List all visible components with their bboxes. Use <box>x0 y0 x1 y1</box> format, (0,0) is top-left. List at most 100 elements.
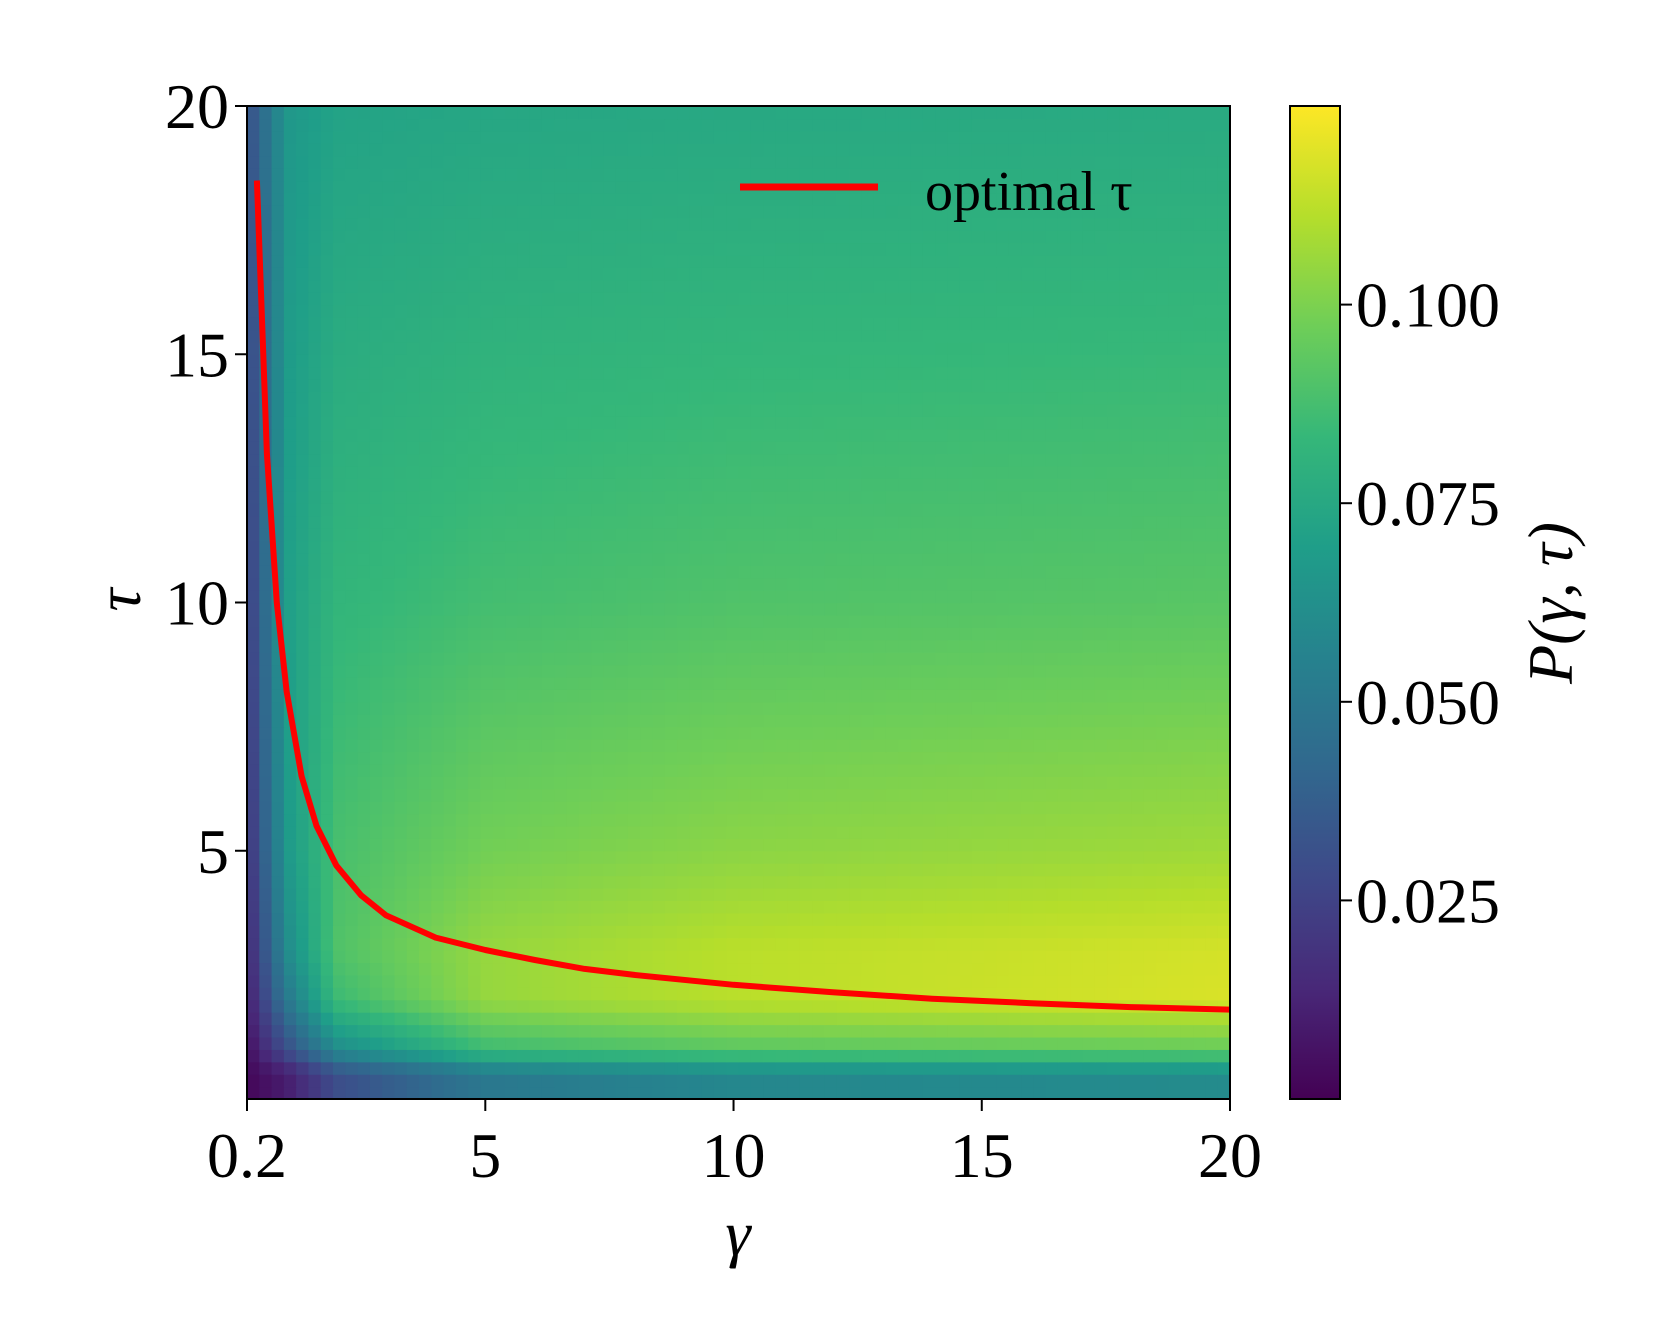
heatmap-cell <box>775 825 789 839</box>
heatmap-cell <box>517 441 531 455</box>
heatmap-cell <box>947 937 961 951</box>
heatmap-cell <box>750 1049 764 1063</box>
heatmap-cell <box>910 366 924 380</box>
heatmap-cell <box>824 515 838 529</box>
heatmap-cell <box>922 887 936 901</box>
heatmap-cell <box>492 689 506 703</box>
heatmap-cell <box>1217 490 1231 504</box>
heatmap-cell <box>431 317 445 331</box>
heatmap-cell <box>308 590 322 604</box>
heatmap-cell <box>1143 825 1157 839</box>
heatmap-cell <box>1070 540 1084 554</box>
heatmap-cell <box>1156 689 1170 703</box>
heatmap-cell <box>922 1086 936 1100</box>
heatmap-cell <box>566 739 580 753</box>
heatmap-cell <box>517 465 531 479</box>
heatmap-cell <box>947 689 961 703</box>
heatmap-cell <box>677 838 690 852</box>
heatmap-cell <box>836 937 850 951</box>
heatmap-cell <box>984 850 998 864</box>
heatmap-cell <box>763 1024 776 1038</box>
heatmap-cell <box>406 540 420 554</box>
heatmap-cell <box>247 962 260 976</box>
heatmap-cell <box>345 763 359 777</box>
heatmap-cell <box>1033 1086 1047 1100</box>
heatmap-cell <box>1119 366 1133 380</box>
heatmap-cell <box>922 937 936 951</box>
heatmap-cell <box>431 577 445 591</box>
heatmap-cell <box>578 341 592 355</box>
heatmap-cell <box>308 739 322 753</box>
heatmap-cell <box>738 801 752 815</box>
heatmap-cell <box>431 366 445 380</box>
heatmap-cell <box>935 503 948 517</box>
heatmap-cell <box>1143 1024 1157 1038</box>
heatmap-cell <box>247 863 260 877</box>
heatmap-cell <box>541 639 555 653</box>
heatmap-cell <box>1070 763 1084 777</box>
heatmap-cell <box>1057 776 1071 790</box>
heatmap-cell <box>1180 366 1194 380</box>
heatmap-cell <box>443 912 457 926</box>
heatmap-cell <box>1057 379 1071 393</box>
heatmap-cell <box>431 801 445 815</box>
heatmap-cell <box>308 887 322 901</box>
heatmap-cell <box>947 341 961 355</box>
heatmap-cell <box>1156 1012 1170 1026</box>
heatmap-cell <box>566 1049 580 1063</box>
heatmap-cell <box>541 1012 555 1026</box>
heatmap-cell <box>591 341 604 355</box>
heatmap-cell <box>1180 863 1194 877</box>
heatmap-cell <box>1021 1074 1034 1088</box>
heatmap-cell <box>664 664 678 678</box>
heatmap-cell <box>664 937 678 951</box>
heatmap-cell <box>935 1086 948 1100</box>
heatmap-cell <box>480 639 494 653</box>
heatmap-cell <box>947 379 961 393</box>
heatmap-cell <box>1008 950 1022 964</box>
heatmap-cell <box>308 1086 322 1100</box>
heatmap-cell <box>419 739 432 753</box>
heatmap-cell <box>664 366 678 380</box>
heatmap-cell <box>320 391 334 405</box>
heatmap-cell <box>320 689 334 703</box>
heatmap-cell <box>812 552 826 566</box>
heatmap-cell <box>357 403 371 417</box>
heatmap-cell <box>922 602 936 616</box>
heatmap-cell <box>627 714 641 728</box>
heatmap-cell <box>640 391 654 405</box>
heatmap-cell <box>775 887 789 901</box>
heatmap-cell <box>394 887 408 901</box>
heatmap-cell <box>910 689 924 703</box>
heatmap-cell <box>505 962 518 976</box>
heatmap-cell <box>750 465 764 479</box>
heatmap-cell <box>984 838 998 852</box>
heatmap-cell <box>603 441 617 455</box>
heatmap-cell <box>529 379 543 393</box>
heatmap-cell <box>640 503 654 517</box>
heatmap-cell <box>296 664 310 678</box>
heatmap-cell <box>947 1086 961 1100</box>
heatmap-cell <box>787 490 801 504</box>
heatmap-cell <box>849 602 862 616</box>
heatmap-cell <box>345 912 359 926</box>
heatmap-cell <box>615 1074 629 1088</box>
heatmap-cell <box>283 577 297 591</box>
heatmap-cell <box>394 354 408 368</box>
heatmap-cell <box>824 726 838 740</box>
heatmap-cell <box>1094 428 1108 442</box>
heatmap-cell <box>910 1024 924 1038</box>
heatmap-cell <box>664 329 678 343</box>
heatmap-cell <box>578 825 592 839</box>
heatmap-cell <box>1094 875 1108 889</box>
heatmap-cell <box>824 813 838 827</box>
heatmap-cell <box>898 962 912 976</box>
heatmap-cell <box>873 701 887 715</box>
heatmap-cell <box>861 614 875 628</box>
heatmap-cell <box>812 912 826 926</box>
heatmap-cell <box>799 813 813 827</box>
heatmap-cell <box>701 441 715 455</box>
heatmap-cell <box>431 391 445 405</box>
heatmap-cell <box>677 788 690 802</box>
heatmap-cell <box>320 912 334 926</box>
